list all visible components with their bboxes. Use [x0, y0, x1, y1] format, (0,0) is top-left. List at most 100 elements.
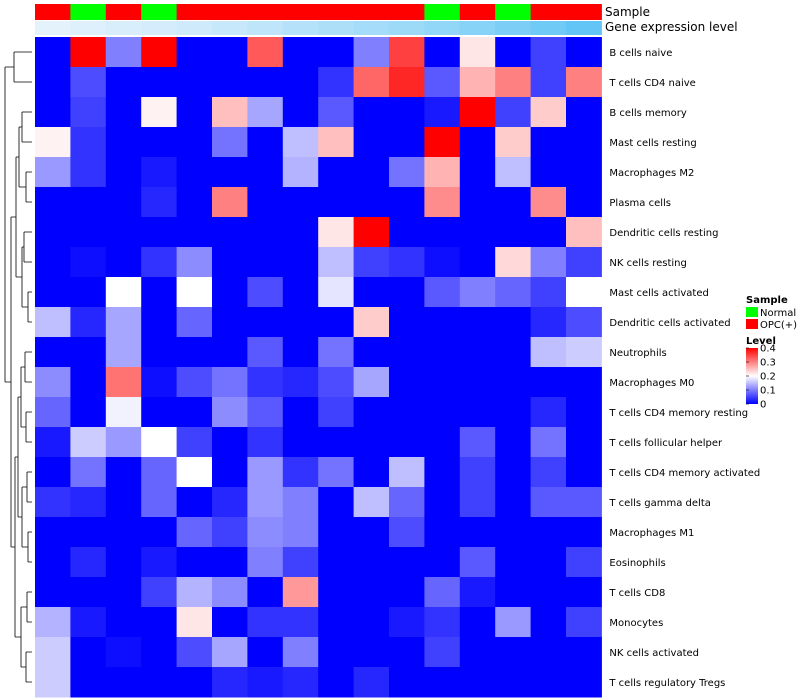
- heatmap-cell-r4-c5: [212, 157, 248, 188]
- heatmap-cell-r19-c8: [318, 607, 355, 638]
- heatmap-cell-r8-c7: [282, 277, 319, 308]
- row-label-13: T cells follicular helper: [608, 438, 723, 449]
- heatmap-cell-r12-c3: [141, 397, 178, 428]
- heatmap-cell-r1-c9: [353, 67, 390, 98]
- heatmap-cell-r18-c12: [459, 577, 496, 608]
- heatmap-cell-r13-c15: [566, 427, 602, 458]
- heatmap-cell-r9-c5: [212, 307, 248, 338]
- legend-level-ticks: 0 0.1 0.2 0.3 0.4: [746, 344, 776, 411]
- heatmap-cell-r17-c6: [247, 547, 284, 578]
- heatmap-cell-r0-c15: [566, 37, 602, 68]
- heatmap-cell-r10-c2: [105, 337, 142, 368]
- heatmap-cell-r16-c5: [212, 517, 248, 548]
- heatmap-cell-r8-c11: [424, 277, 461, 308]
- heatmap-cell-r16-c4: [176, 517, 213, 548]
- heatmap-cell-r13-c12: [459, 427, 496, 458]
- heatmap-cell-r5-c8: [318, 187, 355, 218]
- heatmap-cell-r6-c6: [247, 217, 284, 248]
- heatmap-cell-r6-c10: [389, 217, 425, 248]
- heatmap-cell-r3-c5: [212, 127, 248, 158]
- heatmap-cell-r13-c9: [353, 427, 390, 458]
- sample-track-label: Sample: [605, 5, 650, 19]
- heatmap-cell-r16-c2: [105, 517, 142, 548]
- heatmap-cell-r0-c10: [389, 37, 425, 68]
- heatmap-cell-r5-c3: [141, 187, 178, 218]
- heatmap-cell-r4-c2: [105, 157, 142, 188]
- legend-swatch-opc: [746, 319, 758, 329]
- heatmap-cell-r14-c7: [282, 457, 319, 488]
- heatmap-cell-r9-c15: [566, 307, 602, 338]
- dendrogram-branch: [27, 291, 32, 323]
- dendrogram-branch: [21, 111, 32, 143]
- heatmap-cell-r15-c5: [212, 487, 248, 518]
- heatmap-cell-r13-c13: [495, 427, 532, 458]
- heatmap-cell-r6-c9: [353, 217, 390, 248]
- heatmap-cell-r19-c4: [176, 607, 213, 638]
- heatmap-cell-r4-c11: [424, 157, 461, 188]
- heatmap-cell-r0-c13: [495, 37, 532, 68]
- heatmap-cell-r10-c9: [353, 337, 390, 368]
- heatmap-cell-r8-c1: [70, 277, 107, 308]
- heatmap-cell-r20-c5: [212, 637, 248, 668]
- sample-cell-8: [318, 4, 355, 20]
- heatmap-cell-r18-c10: [389, 577, 425, 608]
- heatmap-cell-r19-c1: [70, 607, 107, 638]
- heatmap-cell-r20-c12: [459, 637, 496, 668]
- heatmap-cell-r3-c15: [566, 127, 602, 158]
- dendrogram-branch: [23, 231, 32, 263]
- row-label-2: B cells memory: [609, 108, 686, 119]
- heatmap-cell-r6-c2: [105, 217, 142, 248]
- heatmap-cell-r14-c14: [530, 457, 567, 488]
- heatmap-cell-r14-c13: [495, 457, 532, 488]
- heatmap-cell-r16-c3: [141, 517, 178, 548]
- heatmap-cell-r14-c8: [318, 457, 355, 488]
- legend-tick-label: 0.3: [760, 358, 776, 369]
- heatmap-cell-r21-c14: [530, 667, 567, 698]
- heatmap-cell-r16-c10: [389, 517, 425, 548]
- heatmap-cell-r5-c1: [70, 187, 107, 218]
- row-label-3: Mast cells resting: [609, 138, 696, 149]
- heatmap-cell-r21-c5: [212, 667, 248, 698]
- heatmap-cell-r11-c5: [212, 367, 248, 398]
- dendrogram-branch: [18, 126, 26, 188]
- heatmap-cell-r1-c0: [35, 67, 71, 98]
- heatmap-cell-r3-c1: [70, 127, 107, 158]
- row-label-4: Macrophages M2: [609, 168, 694, 179]
- heatmap-cell-r3-c9: [353, 127, 390, 158]
- heatmap-cell-r10-c10: [389, 337, 425, 368]
- heatmap-cell-r6-c12: [459, 217, 496, 248]
- heatmap-cell-r11-c2: [105, 367, 142, 398]
- heatmap-cell-r17-c3: [141, 547, 178, 578]
- heatmap-cell-r12-c1: [70, 397, 107, 428]
- sample-cell-3: [141, 4, 178, 20]
- heatmap-cell-r12-c13: [495, 397, 532, 428]
- heatmap-cell-r7-c14: [530, 247, 567, 278]
- heatmap-cell-r1-c6: [247, 67, 284, 98]
- heatmap-cell-r9-c9: [353, 307, 390, 338]
- heatmap-cell-r2-c15: [566, 97, 602, 128]
- heatmap-cell-r11-c15: [566, 367, 602, 398]
- heatmap-cell-r4-c14: [530, 157, 567, 188]
- heatmap-cell-r12-c5: [212, 397, 248, 428]
- heatmap-cell-r4-c1: [70, 157, 107, 188]
- legend: Sample Normal OPC(+) Level 0 0.1 0.2 0.3 0.4: [746, 295, 797, 411]
- heatmap-cell-r0-c12: [459, 37, 496, 68]
- heatmap-cell-r7-c10: [389, 247, 425, 278]
- heatmap-cell-r15-c14: [530, 487, 567, 518]
- heatmap-cell-r12-c11: [424, 397, 461, 428]
- heatmap-cell-r3-c6: [247, 127, 284, 158]
- heatmap-cell-r13-c11: [424, 427, 461, 458]
- expression-cell-7: [282, 21, 319, 35]
- heatmap-cell-r6-c11: [424, 217, 461, 248]
- heatmap-cell-r7-c1: [70, 247, 107, 278]
- legend-swatch-normal: [746, 307, 758, 317]
- row-label-16: Macrophages M1: [609, 528, 694, 539]
- heatmap-cell-r17-c7: [282, 547, 319, 578]
- sample-cell-5: [212, 4, 248, 20]
- heatmap-cell-r5-c2: [105, 187, 142, 218]
- heatmap-cell-r9-c13: [495, 307, 532, 338]
- sample-cell-14: [530, 4, 567, 20]
- heatmap-cell-r9-c3: [141, 307, 178, 338]
- heatmap-cell-r21-c8: [318, 667, 355, 698]
